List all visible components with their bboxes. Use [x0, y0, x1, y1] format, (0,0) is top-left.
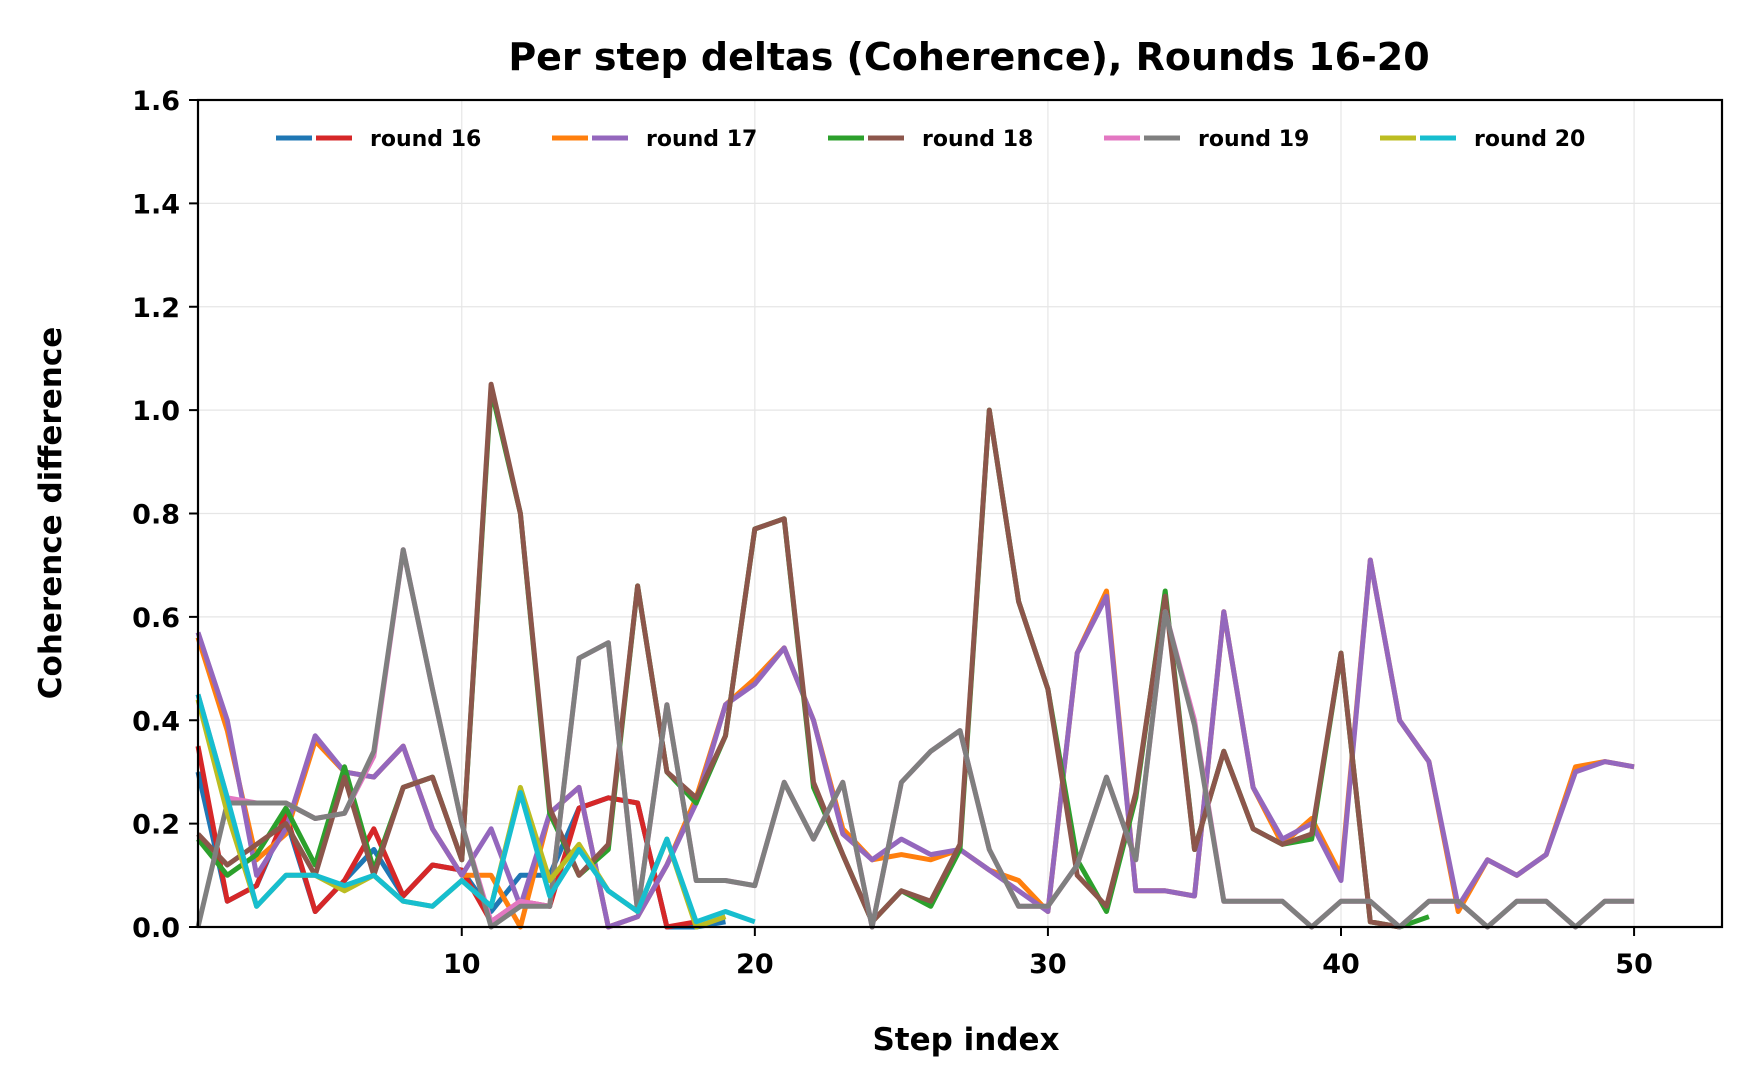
x-tick-label: 40 [1322, 949, 1360, 980]
legend-label: round 20 [1474, 127, 1585, 152]
x-tick-label: 20 [736, 949, 774, 980]
x-tick-label: 10 [443, 949, 481, 980]
y-tick-label: 0.2 [132, 810, 180, 841]
axis-ticks: 10 20 30 40 50 0.0 0.2 0.4 0.6 0.8 1.0 1.2 1.4 1.6 [132, 86, 1653, 980]
y-tick-label: 1.4 [132, 189, 180, 220]
series-lines [195, 381, 1635, 930]
y-tick-label: 0.0 [132, 913, 180, 944]
legend-label: round 18 [922, 127, 1033, 152]
x-axis-label: Step index [872, 1022, 1059, 1058]
legend-label: round 17 [646, 127, 757, 152]
x-tick-label: 50 [1615, 949, 1653, 980]
series-line [195, 557, 1635, 930]
y-tick-label: 1.6 [132, 86, 180, 117]
series-line [196, 381, 1401, 930]
y-tick-label: 0.4 [132, 706, 180, 737]
series-line [195, 547, 1635, 930]
y-axis-label: Coherence difference [33, 327, 69, 699]
legend-label: round 19 [1198, 127, 1309, 152]
y-tick-label: 0.8 [132, 500, 180, 531]
legend-label: round 16 [370, 127, 481, 152]
y-tick-label: 1.0 [132, 396, 180, 427]
y-tick-label: 0.6 [132, 603, 180, 634]
x-tick-label: 30 [1029, 949, 1067, 980]
y-tick-label: 1.2 [132, 293, 180, 324]
series-line [195, 693, 756, 925]
chart-title: Per step deltas (Coherence), Rounds 16-2… [508, 35, 1429, 79]
legend: round 16 round 17 round 18 round 19 round 20 [276, 127, 1585, 152]
